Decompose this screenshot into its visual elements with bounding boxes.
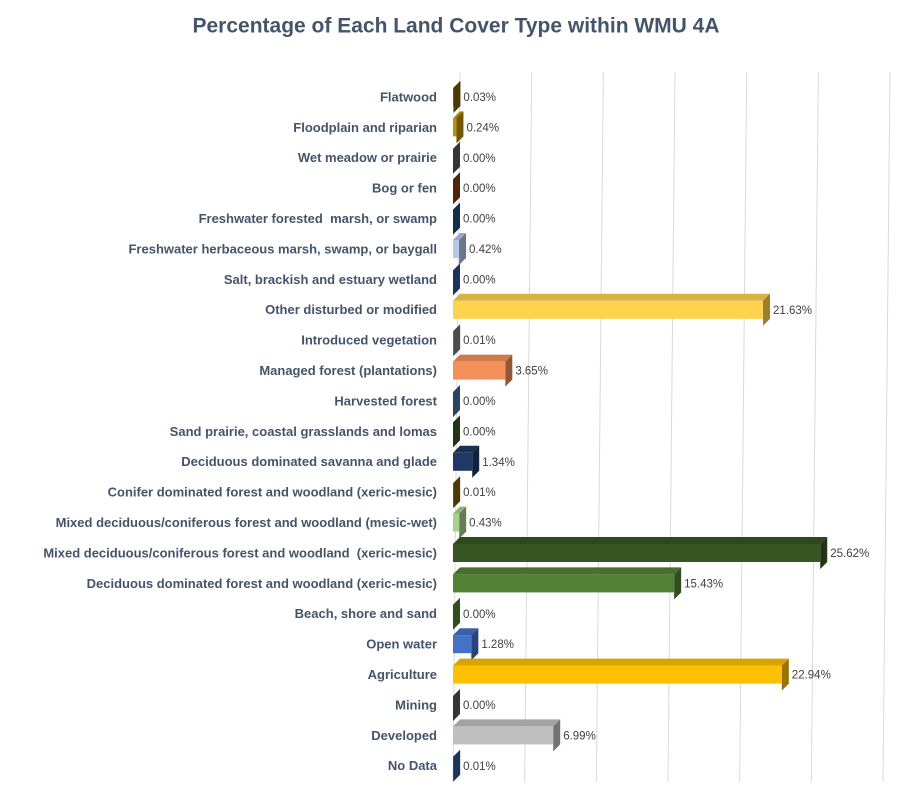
value-label: 22.94% <box>792 670 831 682</box>
bar-side <box>820 537 828 569</box>
bar <box>453 635 472 654</box>
value-label: 0.01% <box>463 761 496 773</box>
category-label: Managed forest (plantations) <box>259 363 437 378</box>
category-label: Freshwater forested marsh, or swamp <box>199 211 437 226</box>
value-label: 0.03% <box>463 92 496 104</box>
bar <box>453 118 457 137</box>
category-label: Deciduous dominated forest and woodland … <box>87 576 437 591</box>
category-label: Developed <box>371 728 437 743</box>
bar-side <box>453 415 460 448</box>
bar-side <box>763 293 771 326</box>
bar <box>453 665 782 684</box>
category-label: Sand prairie, coastal grasslands and lom… <box>170 424 437 439</box>
bar-side <box>459 233 467 265</box>
bar-top <box>453 506 467 514</box>
bar-top <box>453 81 461 88</box>
value-label: 0.42% <box>469 244 502 256</box>
bar-side <box>453 749 461 782</box>
bar <box>453 544 821 562</box>
value-label: 0.00% <box>463 183 496 195</box>
value-label: 6.99% <box>563 730 596 742</box>
bar-top <box>453 658 789 666</box>
bar <box>453 574 675 593</box>
bar-top <box>453 537 828 544</box>
grid-line <box>882 71 891 783</box>
bar-side <box>453 202 460 235</box>
bar-top <box>453 749 461 757</box>
bar-side <box>453 141 460 174</box>
bar <box>453 240 460 258</box>
bar-top <box>453 445 480 453</box>
chart-title: Percentage of Each Land Cover Type withi… <box>192 15 719 38</box>
bar-side <box>453 263 460 296</box>
value-label: 0.00% <box>463 153 496 165</box>
value-label: 0.24% <box>466 122 499 134</box>
value-label: 3.65% <box>515 366 548 378</box>
bar <box>453 361 506 380</box>
category-label: Freshwater herbaceous marsh, swamp, or b… <box>128 241 437 256</box>
bar-side <box>781 658 789 691</box>
bar-top <box>453 111 464 119</box>
category-label: Wet meadow or prairie <box>298 150 437 165</box>
value-label: 1.34% <box>482 457 515 469</box>
bar-side <box>453 689 460 721</box>
bar-top <box>453 628 479 636</box>
value-label: 0.00% <box>463 609 496 621</box>
bar-side <box>456 111 464 144</box>
bar-side <box>453 385 460 417</box>
value-label: 21.63% <box>773 305 812 317</box>
category-label: Mining <box>395 697 437 712</box>
category-label: Salt, brackish and estuary wetland <box>224 272 437 287</box>
category-label: Flatwood <box>380 89 437 104</box>
value-label: 25.62% <box>830 548 869 560</box>
category-label: Beach, shore and sand <box>295 606 437 621</box>
bar <box>453 452 473 471</box>
bar <box>453 300 764 319</box>
category-label: Harvested forest <box>334 393 437 408</box>
bar-side <box>553 719 561 752</box>
bar-side <box>505 354 513 387</box>
category-label: Mixed deciduous/coniferous forest and wo… <box>56 515 437 530</box>
category-label: Introduced vegetation <box>301 333 437 348</box>
category-label: Floodplain and riparian <box>293 120 437 135</box>
category-label: Deciduous dominated savanna and glade <box>181 454 437 469</box>
value-label: 0.01% <box>463 335 496 347</box>
value-label: 0.00% <box>463 274 496 286</box>
value-label: 0.43% <box>469 518 502 530</box>
bar-top <box>453 719 561 727</box>
category-label: Agriculture <box>368 667 437 682</box>
bar-side <box>459 506 467 539</box>
category-label: No Data <box>388 758 438 773</box>
bar-top <box>453 324 461 332</box>
bar-side <box>674 567 682 600</box>
bar-top <box>453 354 513 362</box>
category-label: Conifer dominated forest and woodland (x… <box>108 485 437 500</box>
bar-side <box>453 324 461 357</box>
bar-side <box>453 597 460 630</box>
bar-top <box>453 293 771 301</box>
category-label: Other disturbed or modified <box>265 302 437 317</box>
category-label: Open water <box>366 637 437 652</box>
value-label: 0.00% <box>463 426 496 438</box>
bar-side <box>453 172 460 205</box>
bar-top <box>453 233 467 240</box>
category-label: Bog or fen <box>372 181 437 196</box>
value-label: 0.00% <box>463 396 496 408</box>
bar-top <box>453 567 682 575</box>
bar <box>453 726 554 745</box>
category-label: Mixed deciduous/coniferous forest and wo… <box>43 545 437 560</box>
value-label: 1.28% <box>481 639 514 651</box>
value-label: 15.43% <box>684 578 723 590</box>
bar-top <box>453 476 461 484</box>
bar-side <box>472 445 480 478</box>
value-label: 0.00% <box>463 700 496 712</box>
bar-side <box>453 476 461 509</box>
bar-side <box>471 628 479 661</box>
bar-side <box>453 81 461 113</box>
grid-line <box>810 71 819 783</box>
value-label: 0.00% <box>463 214 496 226</box>
value-label: 0.01% <box>463 487 496 499</box>
bar <box>453 513 460 532</box>
